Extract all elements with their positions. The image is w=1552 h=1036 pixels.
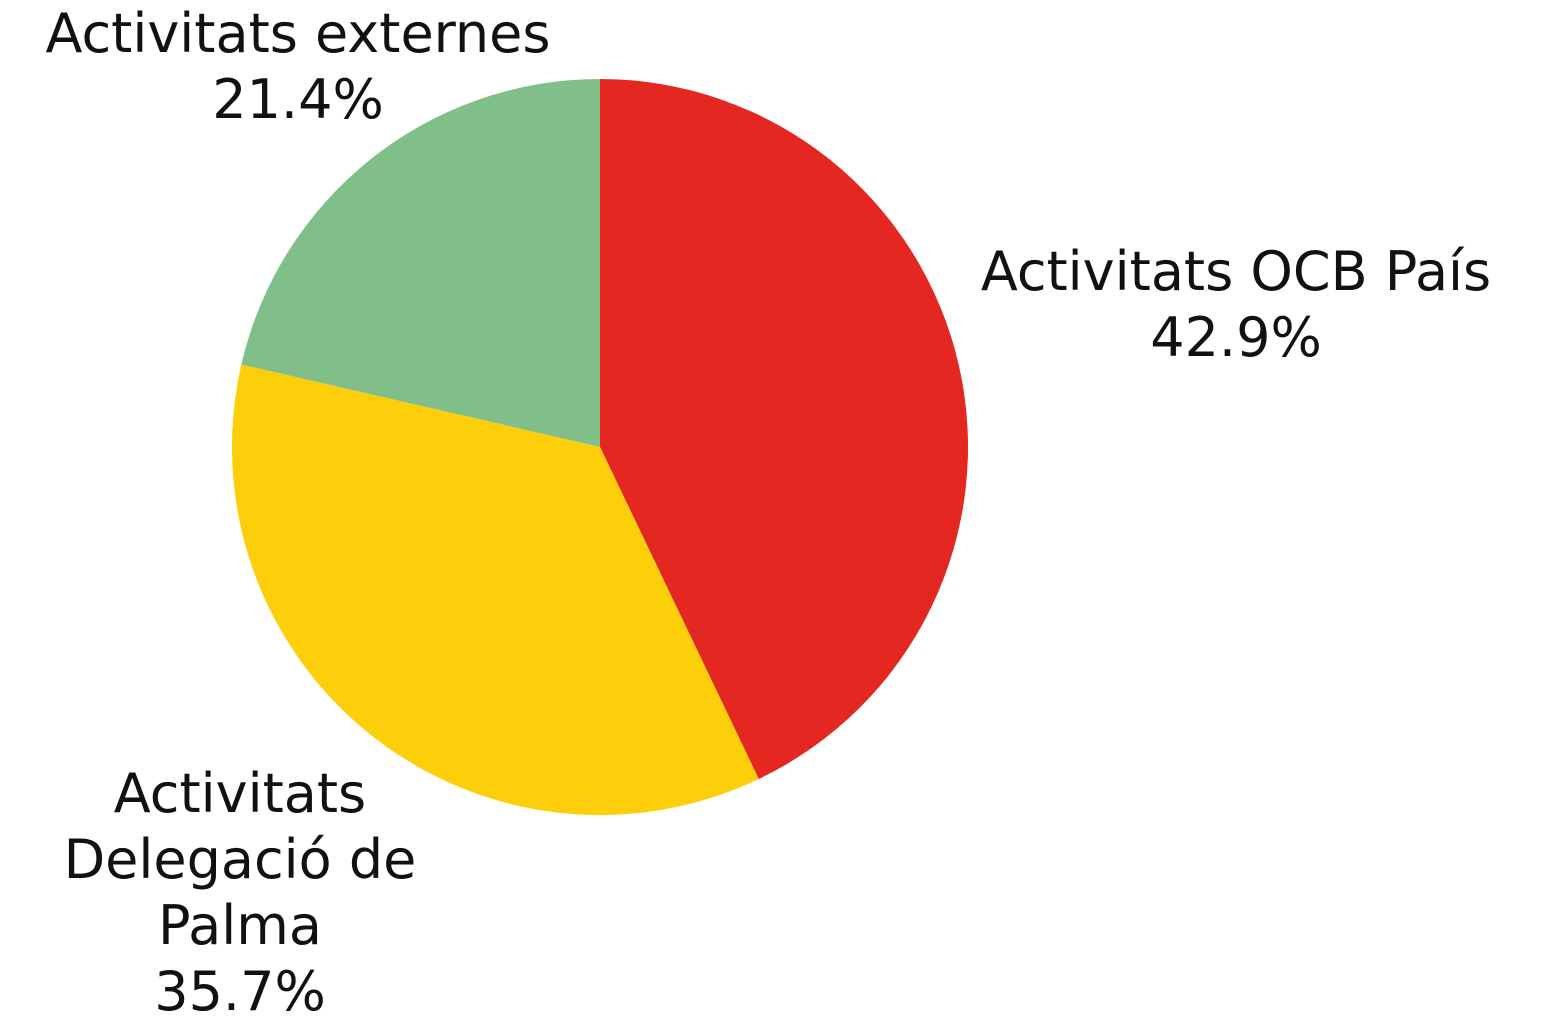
slice-value-label: 35.7%	[154, 960, 326, 1023]
pie-slice-2	[231, 364, 759, 816]
slice-name-label: Activitats OCB País	[981, 240, 1491, 303]
slice-value-label: 21.4%	[212, 68, 384, 131]
slice-name-label: Delegació de	[64, 828, 417, 891]
pie-slice-1	[600, 79, 969, 779]
pie-slice-3	[241, 79, 600, 447]
slice-name-label: Activitats	[114, 762, 366, 825]
pie-slices	[231, 79, 969, 816]
slice-value-label: 42.9%	[1150, 306, 1322, 369]
slice-name-label: Activitats externes	[45, 2, 550, 65]
slice-name-label: Palma	[158, 894, 322, 957]
